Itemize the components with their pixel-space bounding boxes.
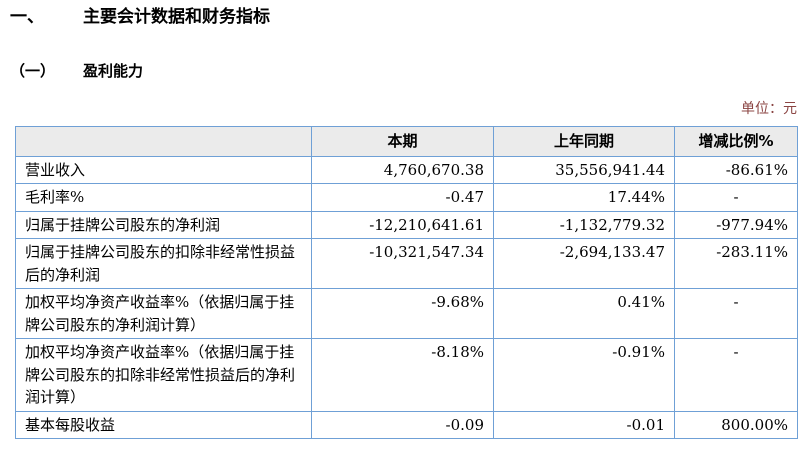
unit-label: 单位：元: [741, 101, 797, 117]
column-header-prior-period: 上年同期: [493, 126, 675, 157]
table-row-weighted-avg-roe: 加权平均净资产收益率%（依据归属于挂牌公司股东的净利润计算） -9.68% 0.…: [15, 288, 798, 339]
column-header-change-ratio: 增减比例%: [674, 126, 798, 157]
current-period-value: -0.47: [311, 183, 494, 212]
current-period-value: 4,760,670.38: [311, 155, 494, 184]
prior-period-value: 35,556,941.44: [493, 155, 675, 184]
table-row-net-profit: 归属于挂牌公司股东的净利润 -12,210,641.61 -1,132,779.…: [15, 210, 798, 239]
row-label: 归属于挂牌公司股东的净利润: [15, 210, 312, 239]
change-ratio-value: -: [674, 338, 798, 412]
change-ratio-value: -283.11%: [674, 238, 798, 289]
subsection-title: 盈利能力: [83, 62, 144, 80]
change-ratio-value: -: [674, 183, 798, 212]
table-header-row: 本期 上年同期 增减比例%: [15, 126, 798, 157]
row-label: 加权平均净资产收益率%（依据归属于挂牌公司股东的扣除非经常性损益后的净利润计算）: [15, 338, 312, 412]
prior-period-value: -0.01: [493, 410, 675, 439]
row-label: 加权平均净资产收益率%（依据归属于挂牌公司股东的净利润计算）: [15, 288, 312, 339]
prior-period-value: 0.41%: [493, 288, 675, 339]
column-header-indicator: [15, 126, 312, 157]
current-period-value: -9.68%: [311, 288, 494, 339]
document-page: 一、 主要会计数据和财务指标 （一） 盈利能力 单位：元 本期 上年同期 增减比…: [0, 7, 811, 450]
table-row-weighted-avg-roe-excl-nonrecurring: 加权平均净资产收益率%（依据归属于挂牌公司股东的扣除非经常性损益后的净利润计算）…: [15, 338, 798, 412]
change-ratio-value: -977.94%: [674, 210, 798, 239]
table-row-operating-revenue: 营业收入 4,760,670.38 35,556,941.44 -86.61%: [15, 155, 798, 184]
current-period-value: -8.18%: [311, 338, 494, 412]
financial-indicators-table: 本期 上年同期 增减比例% 营业收入 4,760,670.38 35,556,9…: [15, 126, 798, 439]
prior-period-value: 17.44%: [493, 183, 675, 212]
current-period-value: -12,210,641.61: [311, 210, 494, 239]
table-row-basic-eps: 基本每股收益 -0.09 -0.01 800.00%: [15, 410, 798, 439]
section-number: 一、: [10, 7, 44, 27]
table-row-gross-margin: 毛利率% -0.47 17.44% -: [15, 183, 798, 212]
prior-period-value: -0.91%: [493, 338, 675, 412]
column-header-current-period: 本期: [311, 126, 494, 157]
subsection-heading: （一） 盈利能力: [10, 62, 811, 80]
current-period-value: -10,321,547.34: [311, 238, 494, 289]
change-ratio-value: -86.61%: [674, 155, 798, 184]
row-label: 基本每股收益: [15, 410, 312, 439]
row-label: 毛利率%: [15, 183, 312, 212]
change-ratio-value: 800.00%: [674, 410, 798, 439]
row-label: 归属于挂牌公司股东的扣除非经常性损益后的净利润: [15, 238, 312, 289]
subsection-number: （一）: [10, 62, 56, 80]
prior-period-value: -1,132,779.32: [493, 210, 675, 239]
row-label: 营业收入: [15, 155, 312, 184]
section-title: 主要会计数据和财务指标: [83, 7, 270, 27]
change-ratio-value: -: [674, 288, 798, 339]
section-heading: 一、 主要会计数据和财务指标: [10, 7, 811, 27]
table-row-net-profit-excl-nonrecurring: 归属于挂牌公司股东的扣除非经常性损益后的净利润 -10,321,547.34 -…: [15, 238, 798, 289]
current-period-value: -0.09: [311, 410, 494, 439]
prior-period-value: -2,694,133.47: [493, 238, 675, 289]
